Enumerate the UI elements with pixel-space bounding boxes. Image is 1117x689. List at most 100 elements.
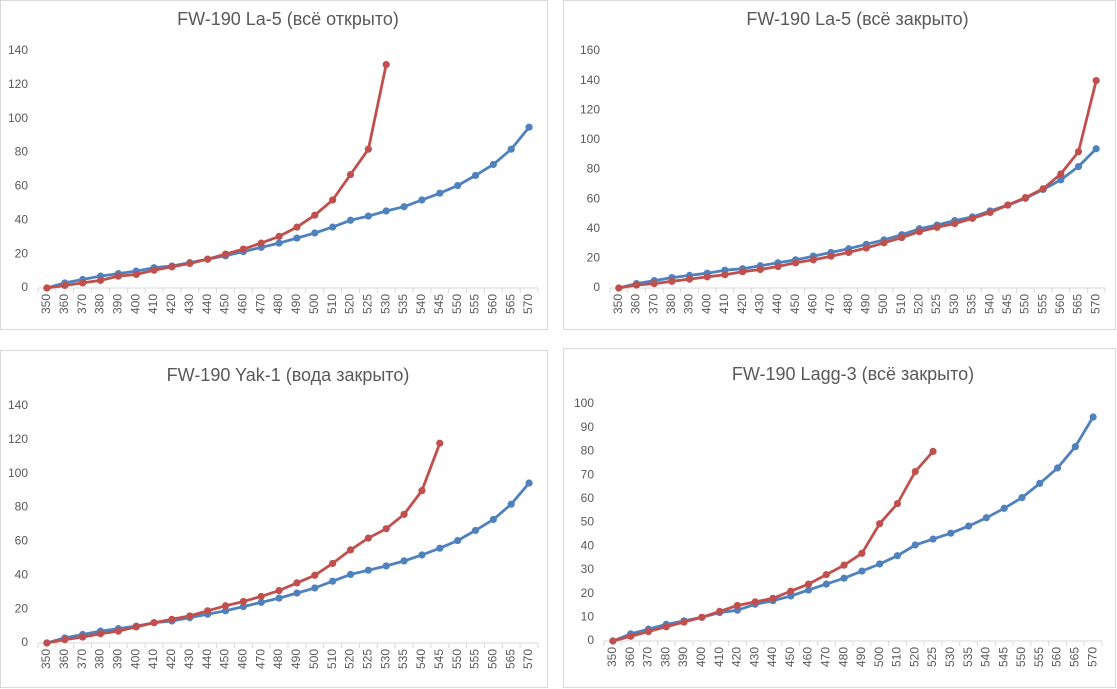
data-point — [840, 574, 848, 582]
data-point — [114, 272, 122, 280]
data-point — [364, 566, 372, 574]
x-tick-label: 500 — [876, 294, 890, 314]
y-tick-label: 60 — [15, 534, 29, 548]
y-tick-label: 0 — [587, 633, 594, 647]
x-tick-label: 565 — [503, 649, 517, 669]
data-point — [858, 567, 866, 575]
chart-title: FW-190 La-5 (всё открыто) — [177, 9, 399, 29]
data-point — [346, 570, 355, 579]
data-point — [1039, 185, 1047, 193]
y-tick-label: 140 — [8, 43, 28, 57]
x-tick-label: 420 — [730, 647, 744, 667]
x-tick-label: 360 — [623, 647, 637, 667]
x-tick-label: 535 — [396, 294, 410, 314]
x-tick-label: 480 — [836, 647, 850, 667]
x-tick-label: 410 — [146, 649, 160, 669]
chart-panel: FW-190 La-5 (всё закрыто) 0 20 40 60 80 100 120… — [563, 0, 1116, 330]
data-point — [840, 561, 848, 569]
x-tick-label: 550 — [450, 649, 464, 669]
x-tick-label: 410 — [712, 647, 726, 667]
data-point — [329, 223, 337, 231]
data-point — [311, 584, 319, 592]
data-point — [400, 510, 408, 518]
series-line — [612, 416, 1095, 643]
x-tick-label: 525 — [929, 294, 943, 314]
x-tick-label: 550 — [1018, 294, 1032, 314]
x-tick-label: 500 — [307, 649, 321, 669]
panel-border — [0, 350, 548, 688]
y-tick-label: 20 — [587, 251, 601, 265]
data-point — [346, 170, 355, 179]
data-point — [204, 607, 212, 615]
data-point — [721, 271, 729, 279]
data-point — [96, 276, 105, 284]
series-line — [46, 442, 442, 645]
x-tick-label: 400 — [699, 294, 713, 314]
y-tick-label: 40 — [587, 221, 601, 235]
data-point — [61, 281, 69, 290]
x-tick-label: 350 — [611, 294, 625, 314]
panel-border — [563, 0, 1116, 330]
x-tick-label: 530 — [947, 294, 961, 314]
data-point — [418, 551, 426, 559]
data-point — [1074, 148, 1083, 156]
chart-title: FW-190 La-5 (всё закрыто) — [746, 9, 968, 29]
data-point — [400, 557, 408, 565]
x-tick-label: 420 — [164, 294, 178, 314]
x-tick-label: 370 — [646, 294, 660, 314]
series-line — [618, 80, 1098, 290]
data-point — [150, 619, 158, 627]
x-tick-label: 350 — [39, 649, 53, 669]
data-point — [668, 277, 676, 285]
data-point — [1057, 170, 1065, 178]
y-tick-label: 140 — [580, 73, 600, 87]
data-point — [609, 637, 617, 645]
x-tick-label: 510 — [894, 294, 908, 314]
data-point — [382, 562, 390, 570]
data-point — [804, 580, 813, 588]
x-tick-label: 400 — [128, 294, 142, 314]
data-point — [615, 284, 623, 292]
data-point — [346, 546, 355, 554]
x-tick-label: 555 — [1035, 294, 1049, 314]
data-point — [1071, 443, 1079, 451]
data-point — [876, 560, 884, 568]
chart-title: FW-190 Lagg-3 (всё закрыто) — [732, 364, 974, 384]
y-tick-label: 60 — [581, 491, 595, 505]
x-tick-label: 370 — [641, 647, 655, 667]
y-tick-label: 80 — [15, 145, 29, 159]
data-point — [1004, 201, 1012, 209]
x-tick-label: 460 — [801, 647, 815, 667]
data-point — [418, 196, 426, 204]
y-tick-label: 60 — [15, 179, 29, 193]
x-tick-label: 450 — [788, 294, 802, 314]
data-point — [132, 270, 140, 279]
x-tick-label: 530 — [378, 649, 392, 669]
data-point — [311, 211, 319, 219]
data-point — [680, 618, 688, 626]
data-point — [61, 636, 69, 644]
y-tick-label: 20 — [581, 586, 595, 600]
x-tick-label: 380 — [93, 649, 107, 669]
x-tick-label: 380 — [93, 294, 107, 314]
data-point — [221, 607, 230, 615]
y-tick-label: 100 — [8, 111, 28, 125]
data-point — [364, 534, 372, 542]
x-tick-label: 560 — [1050, 647, 1064, 667]
data-point — [911, 541, 919, 549]
x-tick-label: 520 — [343, 649, 357, 669]
data-point — [79, 633, 87, 641]
data-point — [489, 515, 497, 524]
data-point — [982, 514, 990, 522]
data-point — [114, 627, 122, 635]
x-tick-label: 525 — [361, 294, 375, 314]
data-point — [774, 262, 782, 271]
data-point — [400, 203, 408, 211]
x-tick-label: 360 — [629, 294, 643, 314]
x-tick-label: 430 — [182, 649, 196, 669]
y-tick-label: 0 — [593, 280, 600, 294]
x-tick-label: 480 — [271, 294, 285, 314]
x-tick-label: 510 — [890, 647, 904, 667]
data-point — [1089, 413, 1097, 421]
